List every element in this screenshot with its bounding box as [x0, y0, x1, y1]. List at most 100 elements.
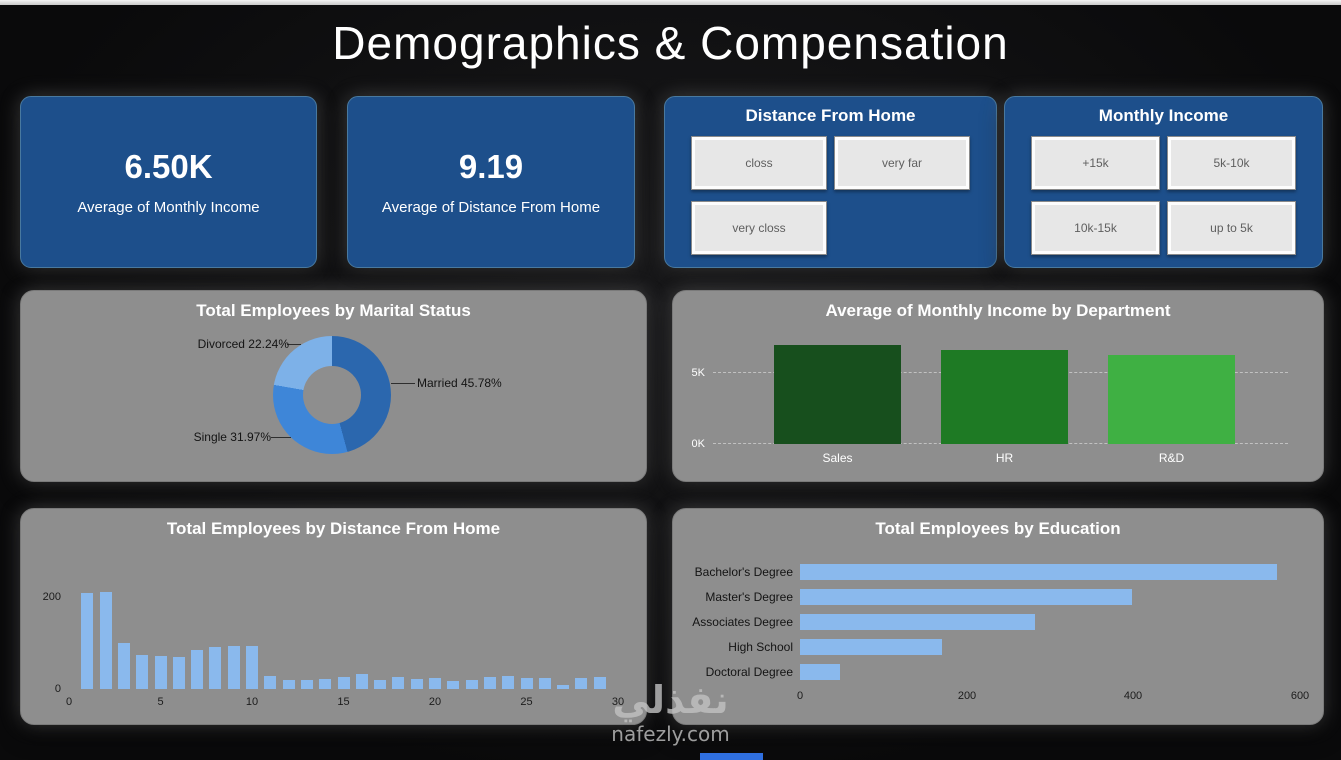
leader-line: [271, 437, 291, 438]
kpi-card-monthly-income: 6.50K Average of Monthly Income: [20, 96, 317, 268]
dist-bar-12[interactable]: [282, 679, 295, 689]
panel-title: Total Employees by Distance From Home: [166, 519, 501, 538]
y-tick-label: 200: [42, 591, 61, 603]
x-tick-label: 200: [957, 690, 977, 702]
dept-plot: 5K 0K Sales HR R&D: [673, 291, 1323, 481]
watermark-arabic: نفذلي: [612, 678, 729, 722]
x-tick-label: 5: [157, 696, 164, 708]
x-tick-label: 400: [1123, 690, 1143, 702]
slicer-title: Monthly Income: [1098, 106, 1229, 125]
dist-bar-8[interactable]: [209, 646, 222, 689]
dist-bar-26[interactable]: [538, 677, 551, 689]
leader-line: [287, 344, 301, 345]
kpi-card-distance-from-home: 9.19 Average of Distance From Home: [347, 96, 635, 268]
dist-plot: 200 0 0 5 10 15 20 25 30: [21, 509, 646, 724]
dept-bar-1[interactable]: [941, 350, 1068, 444]
x-tick-label: R&D: [1158, 451, 1185, 465]
x-tick-label: 15: [337, 696, 350, 708]
edu-category-label: Doctoral Degree: [705, 664, 793, 679]
edu-bar-2[interactable]: [800, 613, 1035, 630]
slicer-option-very-closs[interactable]: very closs: [691, 201, 827, 255]
dist-bar-6[interactable]: [172, 656, 185, 689]
dist-bar-4[interactable]: [136, 654, 149, 689]
edu-category-label: Master's Degree: [705, 589, 793, 604]
x-tick-label: 20: [428, 696, 442, 708]
dist-bar-9[interactable]: [227, 646, 240, 689]
page-title: Demographics & Compensation: [332, 17, 1009, 69]
dist-bar-15[interactable]: [337, 677, 350, 689]
dist-bar-18[interactable]: [392, 677, 405, 689]
x-tick-label: HR: [995, 451, 1014, 465]
dist-bar-14[interactable]: [319, 679, 332, 689]
edu-bar-0[interactable]: [800, 563, 1277, 580]
slicer-option-10k-15k[interactable]: 10k-15k: [1031, 201, 1160, 255]
slicer-option-5k-10k[interactable]: 5k-10k: [1167, 136, 1296, 190]
y-tick-label: 0: [54, 683, 61, 695]
edu-bar-3[interactable]: [800, 638, 942, 655]
x-tick-label: 0: [796, 690, 804, 702]
edu-bar-1[interactable]: [800, 588, 1132, 605]
panel-education: Total Employees by Education Bachelor's …: [672, 508, 1324, 725]
slicer-option-up-to-5k[interactable]: up to 5k: [1167, 201, 1296, 255]
dist-bar-1[interactable]: [81, 593, 94, 689]
x-tick-label: 600: [1290, 690, 1310, 702]
panel-title: Average of Monthly Income by Department: [825, 301, 1171, 320]
browser-edge: [0, 0, 1341, 5]
edu-bar-4[interactable]: [800, 663, 840, 680]
dist-bar-24[interactable]: [502, 676, 515, 689]
dist-bar-7[interactable]: [191, 650, 204, 689]
slicer-distance-from-home: Distance From Home closs very far very c…: [664, 96, 997, 268]
edu-row: Master's Degree: [681, 584, 1298, 609]
edu-rows: Bachelor's Degree Master's Degree Associat…: [681, 559, 1309, 706]
dist-bar-21[interactable]: [447, 680, 460, 689]
dist-bar-10[interactable]: [246, 646, 258, 689]
dist-bar-29[interactable]: [593, 676, 606, 689]
dist-bar-2[interactable]: [99, 591, 112, 689]
donut-label-single: Single 31.97%: [193, 430, 271, 444]
watermark: نفذلي nafezly.com: [611, 678, 730, 746]
edu-category-label: High School: [728, 639, 793, 654]
dist-bar-25[interactable]: [520, 677, 533, 689]
donut-hole: [303, 366, 361, 424]
dist-bar-27[interactable]: [557, 684, 570, 689]
dist-bar-13[interactable]: [300, 680, 313, 689]
dist-bar-5[interactable]: [154, 655, 167, 689]
marital-donut[interactable]: [273, 336, 391, 454]
edu-x-axis: 0 200 400 600: [796, 690, 1309, 706]
dist-bar-16[interactable]: [355, 674, 368, 689]
dist-bar-23[interactable]: [483, 676, 496, 689]
edu-row: Associates Degree: [681, 609, 1298, 634]
watermark-url: nafezly.com: [611, 721, 730, 746]
x-tick-label: 25: [520, 696, 533, 708]
dist-bar-28[interactable]: [575, 678, 588, 689]
y-tick-label: 0K: [691, 438, 705, 450]
x-tick-label: 30: [611, 696, 625, 708]
slicer-option-plus-15k[interactable]: +15k: [1031, 136, 1160, 190]
panel-title: Total Employees by Education: [875, 519, 1121, 538]
slicer-option-closs[interactable]: closs: [691, 136, 827, 190]
panel-marital-status: Total Employees by Marital Status Marrie…: [20, 290, 647, 482]
edu-category-label: Bachelor's Degree: [694, 564, 793, 579]
dist-bar-11[interactable]: [264, 675, 277, 689]
donut-label-married: Married 45.78%: [417, 376, 502, 390]
dist-bar-20[interactable]: [429, 677, 441, 689]
edu-row: Bachelor's Degree: [681, 559, 1298, 584]
kpi-value: 6.50K: [124, 148, 213, 185]
dist-bar-3[interactable]: [117, 643, 130, 689]
dept-bar-2[interactable]: [1108, 355, 1235, 444]
dist-bar-17[interactable]: [374, 679, 387, 689]
x-tick-label: 0: [65, 696, 73, 708]
panel-title: Total Employees by Marital Status: [196, 301, 471, 320]
slicer-option-very-far[interactable]: very far: [834, 136, 970, 190]
kpi-label: Average of Monthly Income: [77, 199, 260, 216]
dist-bar-19[interactable]: [410, 678, 423, 689]
dept-bar-0[interactable]: [774, 345, 901, 444]
edu-row: High School: [681, 634, 1298, 659]
dist-bar-22[interactable]: [465, 680, 478, 689]
slicer-options: closs very far very closs: [665, 136, 996, 255]
y-tick-label: 5K: [691, 367, 705, 379]
kpi-label: Average of Distance From Home: [381, 199, 601, 216]
leader-line: [391, 383, 415, 384]
donut-label-divorced: Divorced 22.24%: [197, 337, 289, 351]
panel-distance-histogram: Total Employees by Distance From Home 20…: [20, 508, 647, 725]
